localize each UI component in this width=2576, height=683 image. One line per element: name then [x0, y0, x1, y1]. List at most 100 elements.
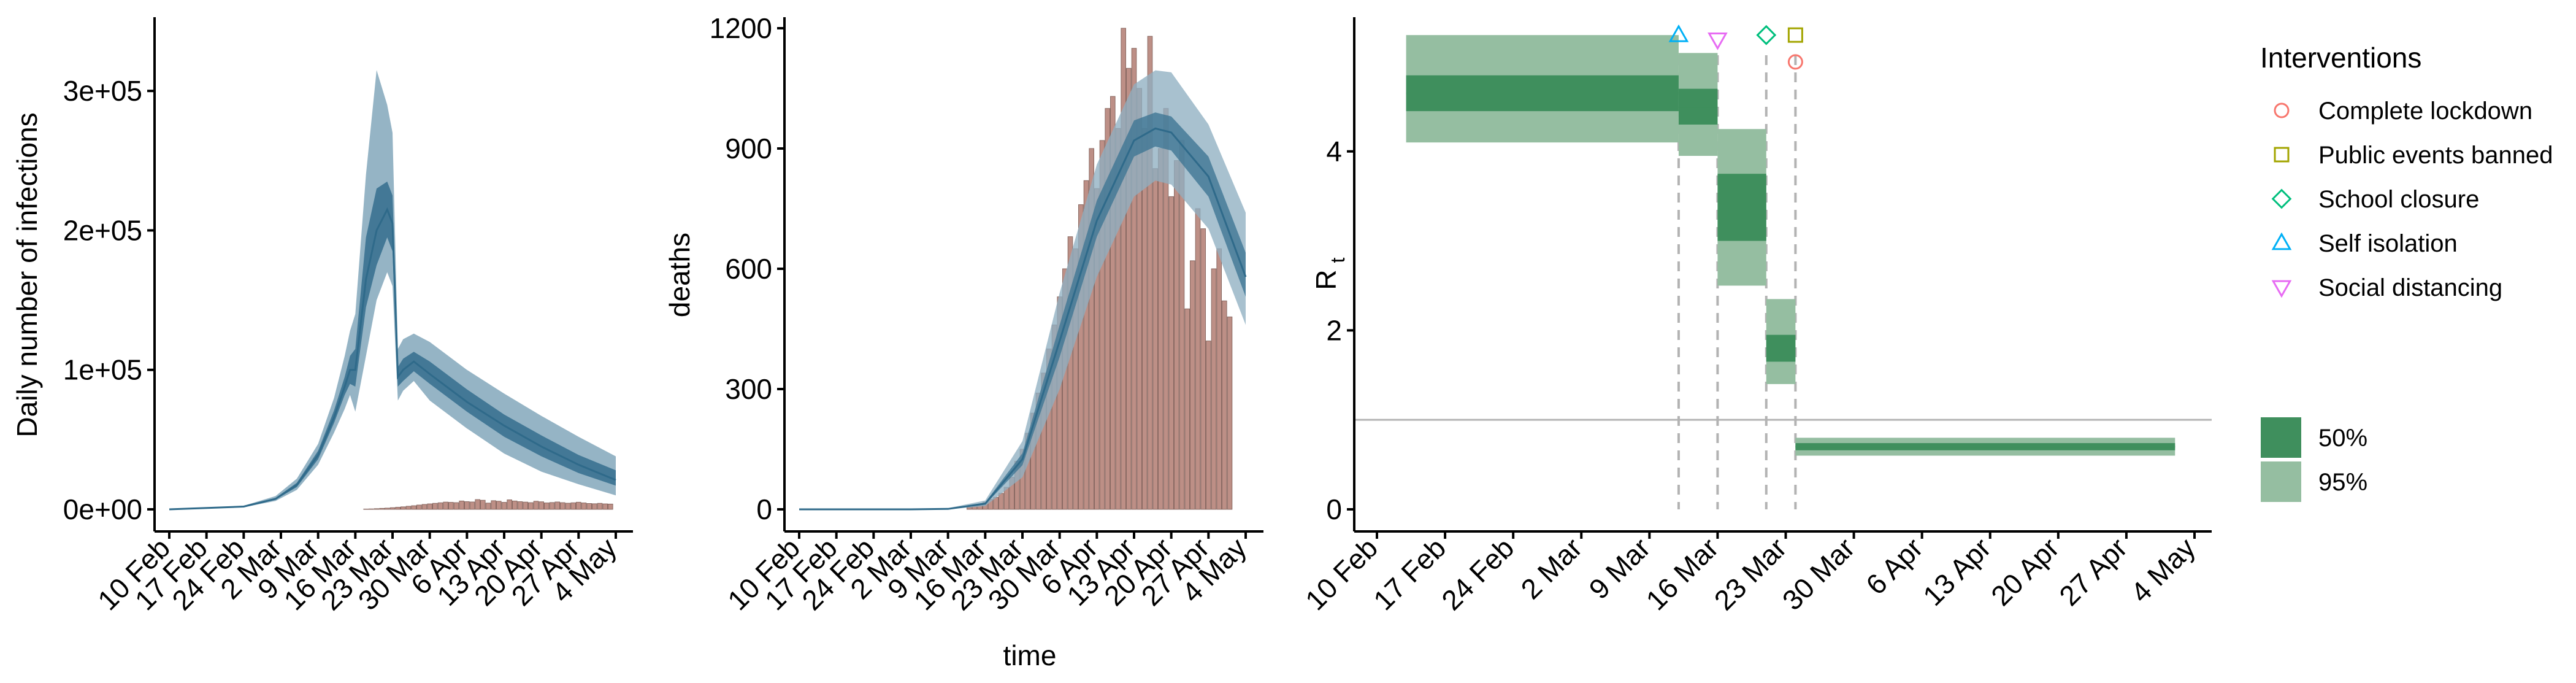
data-bar — [1227, 316, 1233, 510]
legend-item-label: Public events banned — [2318, 142, 2553, 169]
data-bar — [1105, 108, 1111, 510]
x-tick-label: 16 Mar — [1639, 531, 1724, 616]
data-bar — [597, 503, 603, 510]
data-bar — [379, 507, 385, 510]
data-bar — [443, 501, 449, 510]
median-line — [799, 127, 1247, 511]
data-bar — [1147, 36, 1153, 510]
band-50 — [169, 181, 616, 509]
data-bar — [999, 493, 1004, 510]
legend-interval-swatch — [2261, 461, 2301, 502]
band-50 — [799, 112, 1246, 509]
data-bar — [1083, 180, 1089, 510]
data-bar — [459, 500, 465, 510]
intervention-marker — [1668, 24, 1689, 42]
data-bar — [1089, 148, 1095, 510]
data-bar — [1158, 148, 1163, 510]
y-axis-title: R — [1310, 269, 1342, 290]
band-95 — [799, 70, 1246, 510]
y-axis-title: deaths — [664, 233, 696, 317]
data-bar — [1206, 341, 1211, 510]
x-tick-label: 2 Mar — [1514, 531, 1588, 605]
x-tick-label: 17 Feb — [1367, 531, 1452, 616]
data-bar — [427, 503, 433, 510]
data-bar — [1110, 96, 1116, 510]
legend-title: Interventions — [2260, 42, 2421, 74]
data-bar — [496, 501, 502, 510]
data-bar — [1152, 168, 1159, 510]
data-bar — [1099, 140, 1105, 510]
legend-marker — [2274, 147, 2290, 163]
data-bar — [437, 502, 443, 510]
data-bar — [517, 501, 523, 510]
y-axis-title-subscript: t — [1327, 257, 1349, 263]
data-bar — [581, 503, 587, 510]
legend-marker — [2274, 102, 2290, 118]
data-bar — [480, 500, 486, 510]
data-bar — [475, 499, 481, 510]
data-bar — [1200, 228, 1206, 510]
legend-interval-swatch — [2261, 417, 2301, 458]
data-bar — [1190, 260, 1195, 510]
data-bar — [533, 501, 539, 510]
y-tick-label: 4 — [1326, 136, 1342, 168]
data-bar — [432, 503, 438, 510]
data-bar — [1222, 300, 1227, 510]
data-bar — [1195, 208, 1201, 510]
data-bar — [592, 503, 597, 510]
data-bar — [491, 500, 497, 510]
data-bar — [554, 501, 561, 510]
data-bar — [602, 503, 608, 510]
x-tick-label: 20 Apr — [1985, 531, 2065, 612]
legend-interval-label: 50% — [2318, 425, 2367, 452]
data-bar — [576, 501, 581, 510]
y-tick-label: 2e+05 — [63, 214, 142, 246]
y-tick-label: 3e+05 — [63, 75, 142, 107]
data-bar — [1126, 68, 1132, 510]
legend-item-label: Social distancing — [2318, 274, 2502, 301]
legend-item-label: Self isolation — [2318, 230, 2458, 257]
intervention-marker — [1787, 27, 1803, 43]
data-bar — [401, 506, 406, 510]
intervention-marker — [1756, 25, 1777, 45]
data-bar — [1062, 268, 1068, 510]
data-bar — [385, 507, 390, 510]
y-tick-label: 0 — [756, 493, 772, 525]
rt-band-50 — [1717, 174, 1766, 241]
y-tick-label: 0e+00 — [63, 493, 142, 525]
y-tick-label: 1e+05 — [63, 354, 142, 386]
data-bar — [411, 505, 417, 510]
data-bar — [501, 502, 507, 510]
legend-marker — [2271, 280, 2292, 298]
data-bar — [608, 503, 613, 510]
data-bar — [570, 502, 577, 510]
y-axis-title: Daily number of infections — [11, 112, 43, 437]
data-bar — [1216, 248, 1222, 510]
y-tick-label: 1200 — [710, 12, 772, 44]
data-bar — [560, 502, 565, 510]
data-bar — [416, 504, 422, 510]
data-bar — [512, 500, 518, 510]
data-bar — [507, 500, 513, 510]
y-tick-label: 2 — [1326, 314, 1342, 346]
data-bar — [1211, 268, 1217, 510]
y-tick-label: 600 — [725, 253, 772, 285]
legend-interval-label: 95% — [2318, 469, 2367, 496]
x-tick-label: 27 Apr — [2053, 531, 2133, 612]
y-tick-label: 0 — [1326, 493, 1342, 525]
data-bar — [464, 501, 470, 510]
median-line — [169, 207, 616, 511]
data-bar — [1078, 204, 1084, 510]
y-tick-label: 900 — [725, 133, 772, 164]
data-bar — [453, 502, 459, 510]
x-tick-label: 13 Apr — [1917, 531, 1997, 612]
legend-marker — [2271, 188, 2292, 209]
x-tick-label: 30 Mar — [1776, 531, 1861, 616]
data-bar — [1174, 160, 1179, 510]
data-bar — [363, 509, 369, 510]
data-bar — [539, 501, 545, 510]
legend-marker — [2271, 232, 2292, 250]
